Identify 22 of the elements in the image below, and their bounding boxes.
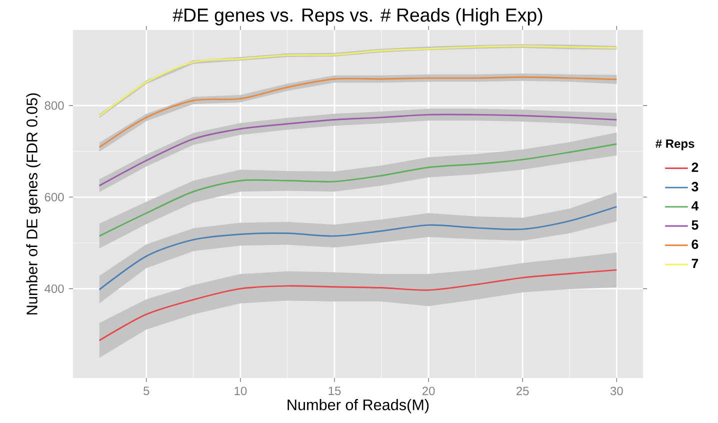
- line-series: [98, 269, 618, 342]
- legend-label: 3: [692, 182, 698, 192]
- chart-title: #DE genes vs. Reps vs. # Reads (High Exp): [172, 8, 542, 26]
- x-tick-label: 30: [610, 386, 623, 396]
- line-series: [98, 206, 618, 290]
- legend-label: 6: [692, 240, 698, 250]
- legend-label: 4: [691, 201, 699, 210]
- y-axis-title: Number of DE genes (FDR 0.05): [26, 93, 40, 314]
- line-series: [98, 143, 618, 237]
- x-tick-label: 15: [328, 386, 341, 396]
- x-tick-label: 5: [144, 386, 150, 396]
- y-tick-label: 600: [44, 192, 64, 202]
- legend-label: 5: [692, 220, 698, 230]
- y-tick-label: 800: [44, 101, 64, 110]
- x-tick-label: 20: [422, 386, 435, 396]
- y-tick-label: 400: [44, 284, 64, 293]
- legend-label: 7: [692, 258, 698, 268]
- legend-label: 2: [692, 162, 698, 172]
- x-tick-label: 25: [516, 386, 529, 396]
- x-tick-label: 10: [234, 386, 247, 396]
- x-axis-title: Number of Reads(M): [288, 399, 429, 414]
- legend-title: # Reps: [656, 140, 694, 150]
